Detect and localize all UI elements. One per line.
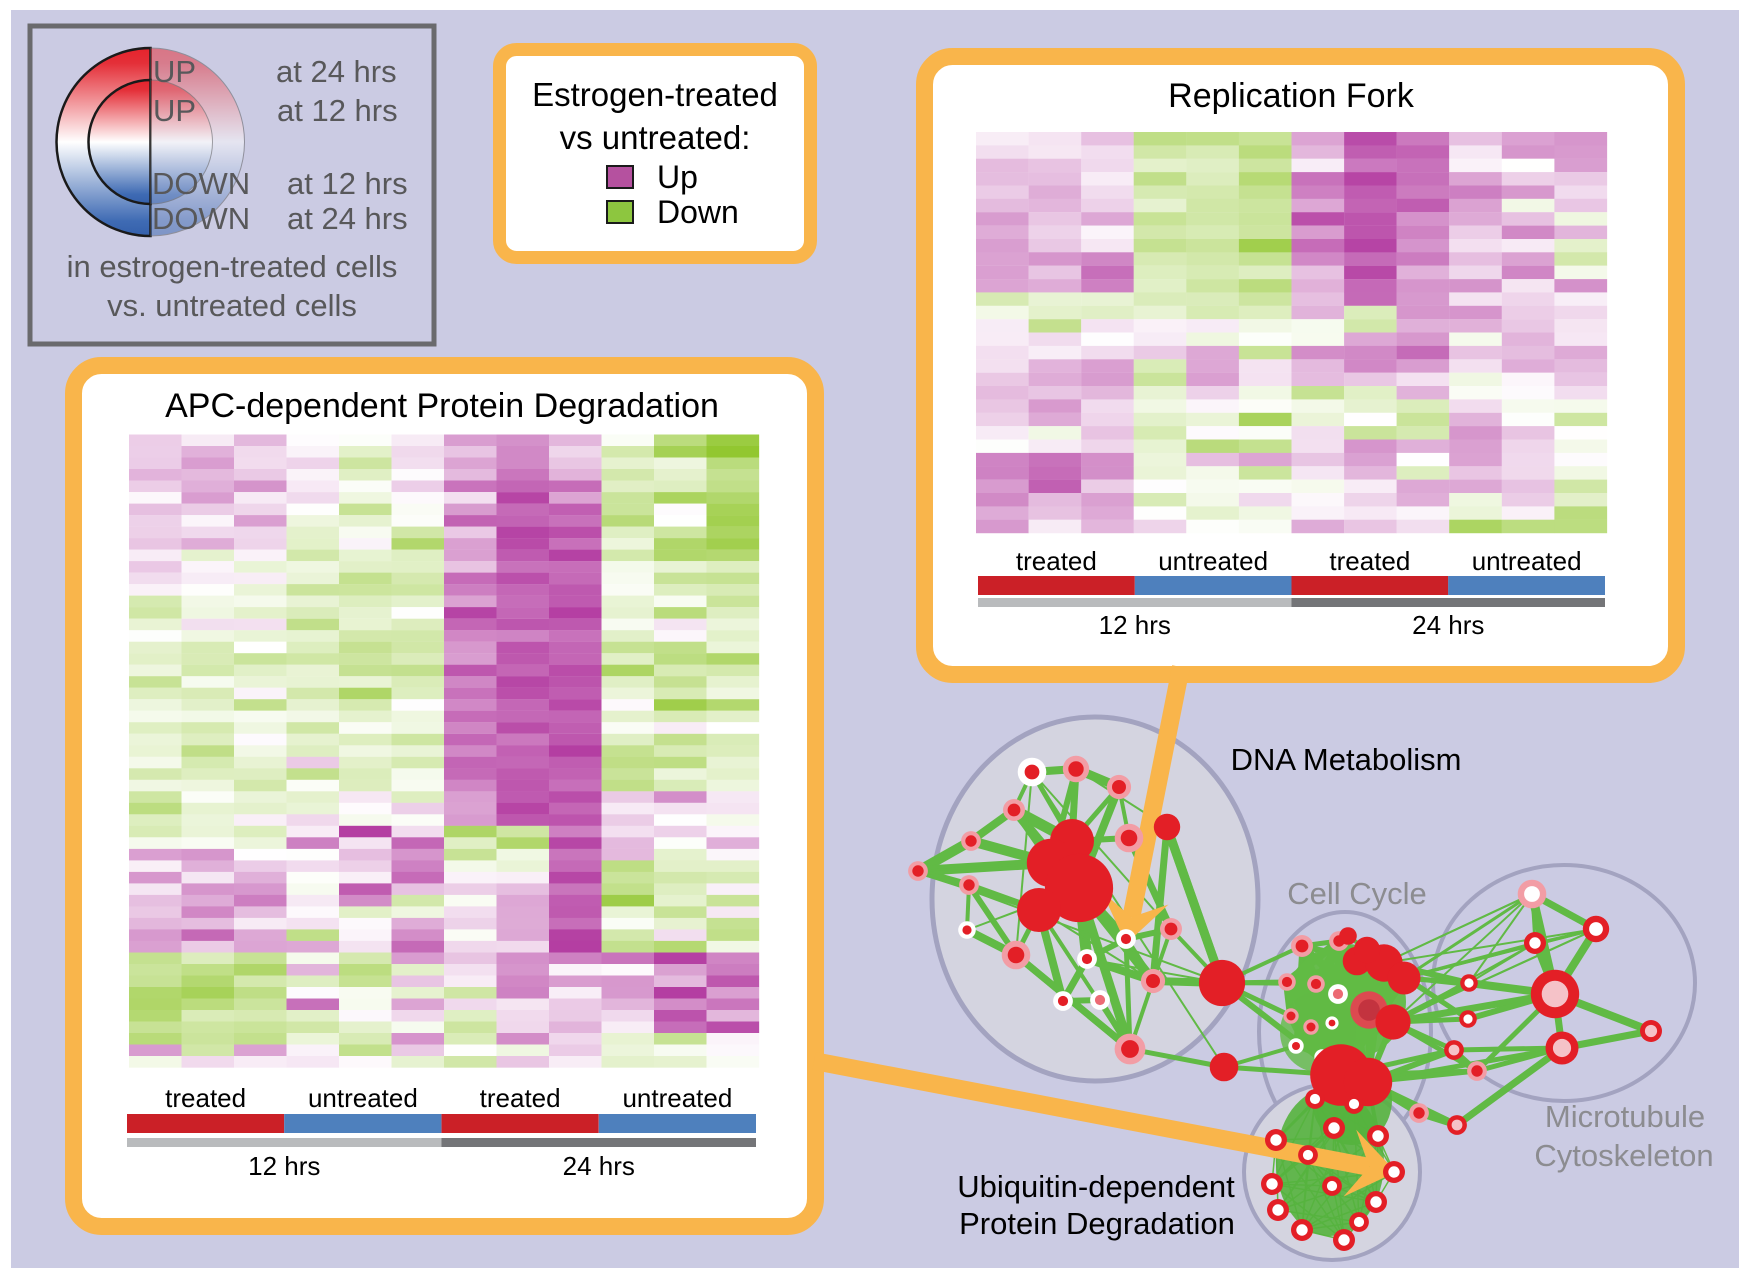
svg-text:untreated: untreated — [308, 1083, 418, 1113]
svg-text:12 hrs: 12 hrs — [1099, 610, 1171, 640]
svg-text:DNA Metabolism: DNA Metabolism — [1231, 742, 1462, 777]
svg-text:DOWN: DOWN — [152, 201, 250, 236]
svg-text:untreated: untreated — [1158, 546, 1268, 576]
svg-text:Ubiquitin-dependent: Ubiquitin-dependent — [957, 1169, 1235, 1204]
svg-text:treated: treated — [480, 1083, 561, 1113]
svg-text:12 hrs: 12 hrs — [248, 1151, 320, 1181]
svg-text:Replication Fork: Replication Fork — [1168, 77, 1415, 115]
svg-text:treated: treated — [1016, 546, 1097, 576]
svg-text:vs. untreated cells: vs. untreated cells — [107, 288, 357, 323]
svg-text:Microtubule: Microtubule — [1545, 1099, 1705, 1134]
svg-text:at 12 hrs: at 12 hrs — [277, 93, 398, 128]
svg-text:DOWN: DOWN — [152, 166, 250, 201]
svg-text:Estrogen-treated: Estrogen-treated — [532, 76, 778, 113]
svg-text:in estrogen-treated cells: in estrogen-treated cells — [67, 249, 398, 284]
svg-text:Up: Up — [657, 159, 698, 195]
svg-text:at 24 hrs: at 24 hrs — [276, 54, 397, 89]
svg-text:Down: Down — [657, 194, 739, 230]
svg-text:treated: treated — [1329, 546, 1410, 576]
svg-text:untreated: untreated — [622, 1083, 732, 1113]
svg-text:UP: UP — [153, 93, 196, 128]
svg-text:24 hrs: 24 hrs — [1412, 610, 1484, 640]
svg-text:APC-dependent Protein Degradat: APC-dependent Protein Degradation — [165, 387, 719, 425]
svg-text:vs untreated:: vs untreated: — [560, 119, 751, 156]
svg-text:untreated: untreated — [1472, 546, 1582, 576]
svg-text:24 hrs: 24 hrs — [563, 1151, 635, 1181]
svg-text:Cytoskeleton: Cytoskeleton — [1534, 1138, 1713, 1173]
svg-text:treated: treated — [165, 1083, 246, 1113]
svg-text:at 24 hrs: at 24 hrs — [287, 201, 408, 236]
svg-text:at 12 hrs: at 12 hrs — [287, 166, 408, 201]
svg-text:Protein Degradation: Protein Degradation — [959, 1206, 1235, 1241]
svg-text:Cell Cycle: Cell Cycle — [1287, 876, 1427, 911]
svg-text:UP: UP — [153, 54, 196, 89]
